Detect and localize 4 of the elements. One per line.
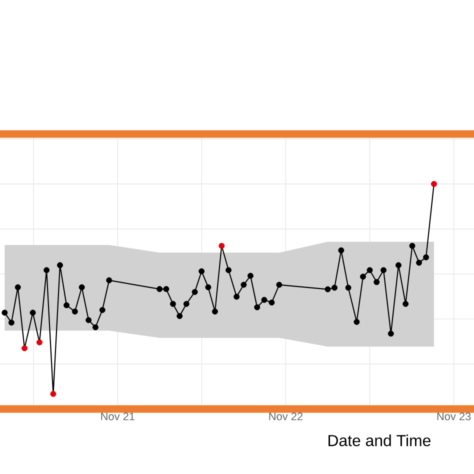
x-tick-label: Nov 22 xyxy=(269,412,303,420)
x-tick-label: Nov 21 xyxy=(101,412,134,420)
x-axis-title: Date and Time xyxy=(328,434,430,446)
x-tick-label: Nov 23 xyxy=(437,412,471,420)
